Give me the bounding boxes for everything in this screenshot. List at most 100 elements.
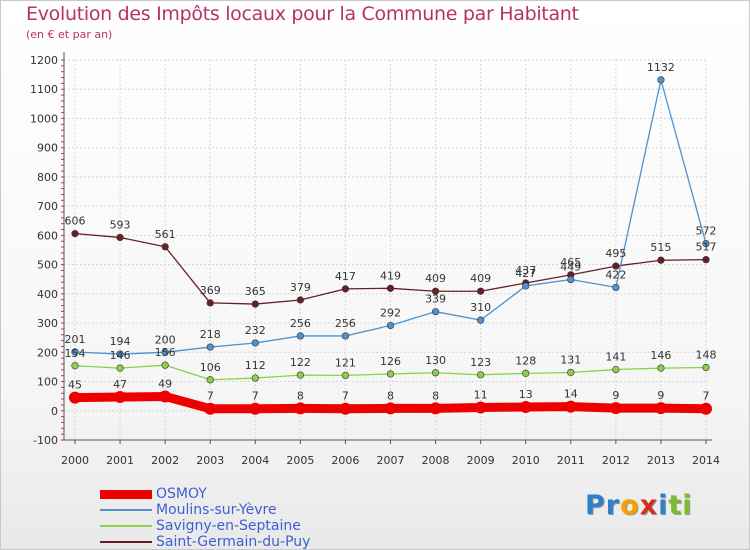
y-tick-label: 1000 xyxy=(30,112,58,125)
data-point xyxy=(116,364,124,372)
line-chart: -100 0 100 200 300 400 500 600 700 800 900 1000 1100… xyxy=(30,52,720,467)
data-label: 146 xyxy=(110,349,131,362)
data-label: 131 xyxy=(560,353,581,366)
logo-letter: x xyxy=(639,490,659,521)
data-point xyxy=(116,350,124,358)
x-tick-label: 2008 xyxy=(422,454,450,467)
data-label: 465 xyxy=(560,256,581,269)
data-point xyxy=(431,287,440,295)
x-tick-label: 2009 xyxy=(467,454,495,467)
logo-letter: i xyxy=(658,490,669,521)
y-tick-label: 900 xyxy=(37,142,58,155)
y-tick-label: 1100 xyxy=(30,83,58,96)
legend-swatch xyxy=(100,525,152,527)
data-label: 517 xyxy=(696,241,717,254)
x-tick-label: 2014 xyxy=(692,454,720,467)
data-label: 1132 xyxy=(647,61,675,74)
data-label: 49 xyxy=(158,377,172,390)
x-tick-label: 2005 xyxy=(286,454,314,467)
data-point xyxy=(71,348,79,356)
data-point xyxy=(564,400,577,413)
data-point xyxy=(206,376,214,384)
legend-label: Savigny-en-Septaine xyxy=(156,518,301,534)
data-label: 148 xyxy=(696,349,717,362)
data-label: 8 xyxy=(297,389,304,402)
data-label: 194 xyxy=(110,335,131,348)
data-point xyxy=(609,402,622,415)
data-label: 7 xyxy=(252,390,259,403)
data-point xyxy=(477,371,485,379)
data-label: 232 xyxy=(245,324,266,337)
data-point xyxy=(341,285,350,293)
logo-letter: r xyxy=(605,490,621,521)
data-label: 122 xyxy=(290,356,311,369)
data-label: 417 xyxy=(335,270,356,283)
data-label: 121 xyxy=(335,356,356,369)
data-point xyxy=(69,391,81,404)
data-point xyxy=(654,402,667,415)
data-label: 13 xyxy=(519,388,533,401)
data-label: 8 xyxy=(387,389,394,402)
data-label: 427 xyxy=(515,267,536,280)
data-label: 146 xyxy=(650,349,671,362)
data-point xyxy=(206,343,214,351)
y-tick-label: 300 xyxy=(37,317,58,330)
legend-label: Moulins-sur-Yèvre xyxy=(156,502,277,518)
data-label: 9 xyxy=(612,389,619,402)
data-label: 112 xyxy=(245,359,266,372)
x-tick-label: 2012 xyxy=(602,454,630,467)
data-point xyxy=(161,361,169,369)
data-point xyxy=(251,339,259,347)
data-point xyxy=(206,299,214,307)
data-label: 449 xyxy=(560,261,581,274)
y-tick-label: 500 xyxy=(37,259,58,272)
y-tick-label: 0 xyxy=(51,405,58,418)
data-point xyxy=(386,284,395,292)
data-label: 339 xyxy=(425,293,446,306)
data-point xyxy=(294,402,307,415)
data-label: 154 xyxy=(65,347,86,360)
data-label: 422 xyxy=(605,268,626,281)
data-point xyxy=(567,275,575,284)
data-label: 7 xyxy=(207,390,214,403)
x-tick-label: 2001 xyxy=(106,454,134,467)
data-label: 201 xyxy=(65,333,86,346)
data-point xyxy=(431,369,440,377)
x-tick-label: 2007 xyxy=(377,454,405,467)
data-point xyxy=(161,243,169,251)
data-label: 495 xyxy=(605,247,626,260)
data-label: 515 xyxy=(650,241,671,254)
data-label: 409 xyxy=(425,272,446,285)
data-point xyxy=(251,300,259,308)
data-label: 256 xyxy=(290,317,311,330)
legend-swatch xyxy=(100,541,152,543)
data-point xyxy=(567,368,575,377)
data-point xyxy=(477,316,485,324)
data-point xyxy=(296,371,304,379)
data-point xyxy=(431,308,440,316)
data-label: 310 xyxy=(470,301,491,314)
chart-title: Evolution des Impôts locaux pour la Comm… xyxy=(26,3,579,25)
data-label: 130 xyxy=(425,354,446,367)
data-label: 369 xyxy=(200,284,221,297)
data-point xyxy=(477,287,485,295)
y-tick-label: 100 xyxy=(37,376,58,389)
y-tick-label: 200 xyxy=(37,346,58,359)
data-point xyxy=(341,332,350,340)
data-point xyxy=(702,363,710,372)
data-label: 419 xyxy=(380,269,401,282)
data-label: 606 xyxy=(65,215,86,228)
data-point xyxy=(519,400,532,413)
data-point xyxy=(612,365,620,374)
data-point xyxy=(612,262,620,270)
data-point xyxy=(386,321,395,330)
data-label: 200 xyxy=(155,333,176,346)
data-label: 561 xyxy=(155,228,176,241)
data-point xyxy=(657,364,665,372)
data-point xyxy=(702,239,710,248)
data-point xyxy=(204,402,217,415)
data-point xyxy=(296,332,304,340)
data-point xyxy=(700,402,712,415)
data-label: 126 xyxy=(380,355,401,368)
data-label: 292 xyxy=(380,306,401,319)
